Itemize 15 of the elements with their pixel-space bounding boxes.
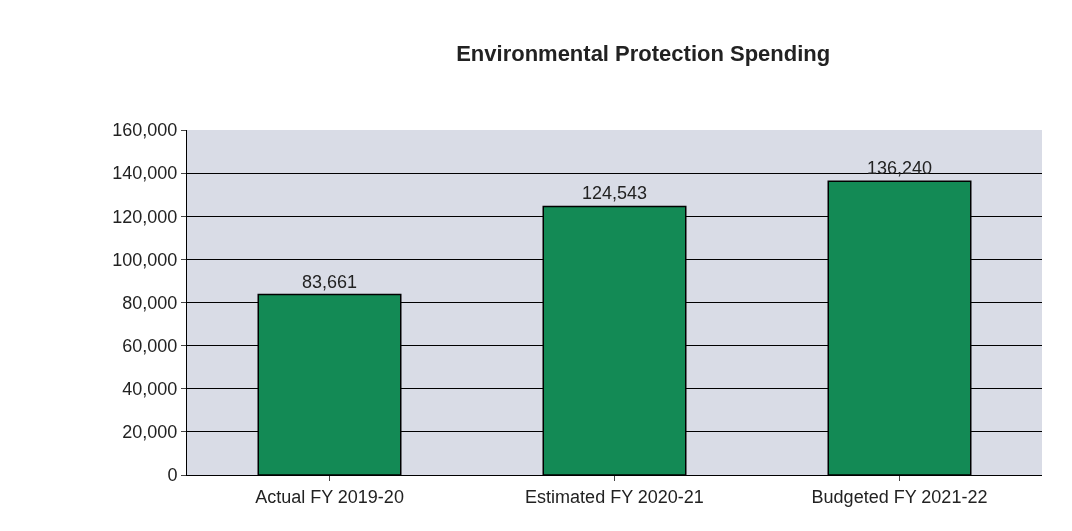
y-tick-label: 140,000 <box>112 163 178 184</box>
y-tick-label: 60,000 <box>122 335 178 356</box>
data-label: 83,661 <box>301 271 358 292</box>
y-tick-label: 160,000 <box>112 120 178 141</box>
x-tick-label: Actual FY 2019-20 <box>255 486 404 507</box>
y-tick-label: 80,000 <box>122 292 178 313</box>
y-tick-label: 40,000 <box>122 379 178 400</box>
y-tick-label: 120,000 <box>112 206 178 227</box>
y-tick-label: 20,000 <box>122 422 178 443</box>
y-tick-label: 100,000 <box>112 249 178 270</box>
y-tick-label: 0 <box>167 465 178 486</box>
data-label: 124,543 <box>581 183 648 204</box>
x-tick-label: Estimated FY 2020-21 <box>525 486 704 507</box>
x-tick-label: Budgeted FY 2021-22 <box>811 486 988 507</box>
chart-title: Environmental Protection Spending <box>456 40 831 66</box>
